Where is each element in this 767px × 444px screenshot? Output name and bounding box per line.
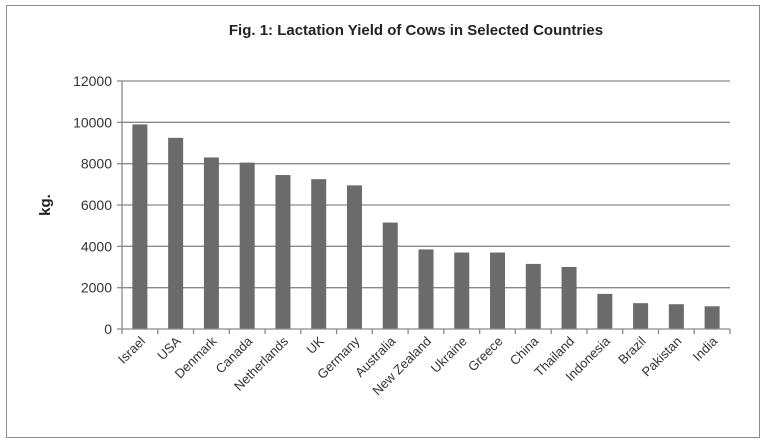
bar-thailand <box>561 267 577 329</box>
x-tick-label: India <box>690 333 721 364</box>
x-tick-label: Pakistan <box>639 334 685 380</box>
y-tick-label: 2000 <box>81 280 112 296</box>
bar-australia <box>382 222 398 329</box>
bar-germany <box>346 185 362 329</box>
y-tick-label: 4000 <box>81 238 112 254</box>
y-axis-label: kg. <box>37 194 54 216</box>
bar-denmark <box>203 157 219 329</box>
bar-israel <box>132 124 148 330</box>
x-tick-label: Israel <box>115 333 148 366</box>
y-tick-label: 8000 <box>81 156 112 172</box>
x-tick-label: Brazil <box>615 333 649 367</box>
bar-canada <box>239 162 255 329</box>
chart-title: Fig. 1: Lactation Yield of Cows in Selec… <box>229 22 603 39</box>
axes <box>117 80 731 334</box>
bars <box>132 124 720 330</box>
bar-new-zealand <box>418 249 434 329</box>
y-tick-label: 10000 <box>73 114 112 130</box>
chart-frame <box>6 5 760 438</box>
bar-netherlands <box>275 175 291 329</box>
y-tick-labels: 0 2000 4000 6000 8000 10000 12000 <box>73 73 112 337</box>
x-tick-label: USA <box>154 333 184 363</box>
bar-usa <box>168 137 184 329</box>
bar-uk <box>311 179 327 329</box>
gridlines <box>122 80 730 289</box>
bar-pakistan <box>668 304 684 329</box>
x-tick-label: Ukraine <box>428 334 470 376</box>
y-tick-label: 12000 <box>73 73 112 89</box>
x-tick-label: Greece <box>465 334 506 375</box>
x-tick-label: UK <box>303 333 327 357</box>
bar-indonesia <box>597 293 613 329</box>
bar-china <box>525 263 541 329</box>
bar-ukraine <box>454 252 470 329</box>
y-tick-label: 0 <box>104 321 112 337</box>
bar-brazil <box>633 303 649 329</box>
y-tick-label: 6000 <box>81 197 112 213</box>
bar-greece <box>490 252 506 329</box>
bar-india <box>704 306 720 329</box>
